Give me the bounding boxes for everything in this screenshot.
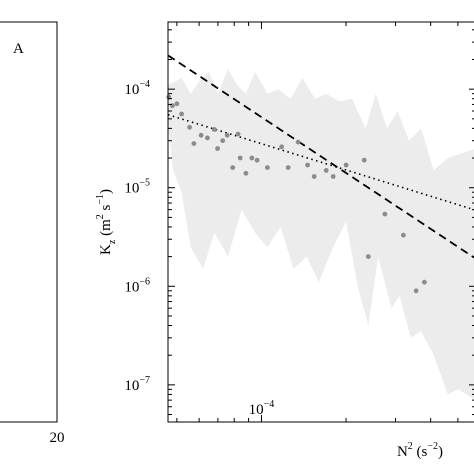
- x-axis-label: N2 (s−2): [397, 441, 443, 460]
- data-point: [249, 155, 255, 161]
- left-panel-label: A: [13, 41, 24, 57]
- data-point: [235, 131, 241, 137]
- y-tick-label: 10−7: [124, 375, 150, 394]
- left-panel-frame: [0, 21, 58, 423]
- data-point: [323, 168, 329, 173]
- dashed-fit-line: [167, 54, 474, 259]
- data-point: [179, 111, 185, 117]
- band-area: [168, 69, 474, 399]
- main-chart: 10−4 10−5 10−6 10−7 10−4 N2 (s−2) Kz (m2 s−1…: [95, 21, 474, 460]
- data-point: [295, 139, 301, 145]
- y-tick-label: 10−4: [124, 79, 150, 98]
- data-point: [243, 170, 249, 176]
- data-point: [224, 132, 230, 138]
- data-point: [382, 211, 388, 217]
- data-point: [311, 174, 317, 179]
- data-point: [265, 165, 270, 171]
- data-point: [343, 162, 349, 168]
- data-point: [401, 232, 406, 238]
- data-point: [279, 144, 285, 150]
- plot-frame: [167, 21, 474, 423]
- data-point: [220, 138, 226, 144]
- data-point: [191, 141, 197, 147]
- y-axis-label: Kz (m2 s−1): [95, 189, 118, 255]
- data-point: [330, 174, 336, 179]
- data-point: [174, 101, 180, 107]
- x-tick-label: 10−4: [249, 399, 275, 418]
- left-panel: A 20: [0, 21, 65, 446]
- data-points: [166, 94, 427, 294]
- data-point: [198, 132, 204, 138]
- data-point: [205, 135, 210, 141]
- data-point: [254, 157, 260, 163]
- axis-ticks: 10−4 10−5 10−6 10−7 10−4: [124, 22, 474, 422]
- data-point: [187, 124, 193, 130]
- confidence-band: [168, 69, 474, 399]
- data-point: [413, 288, 419, 294]
- left-panel-x-tick-label: 20: [50, 430, 65, 446]
- data-point: [212, 127, 217, 132]
- data-point: [285, 165, 291, 171]
- data-point: [422, 279, 427, 285]
- data-point: [305, 162, 310, 168]
- data-point: [361, 157, 367, 163]
- y-tick-label: 10−5: [124, 178, 150, 197]
- dotted-fit-line: [167, 113, 474, 211]
- data-point: [365, 254, 371, 259]
- fit-lines: [167, 54, 474, 259]
- data-point: [237, 155, 243, 161]
- data-point: [230, 165, 236, 171]
- data-point: [215, 146, 221, 151]
- y-tick-label: 10−6: [124, 276, 150, 295]
